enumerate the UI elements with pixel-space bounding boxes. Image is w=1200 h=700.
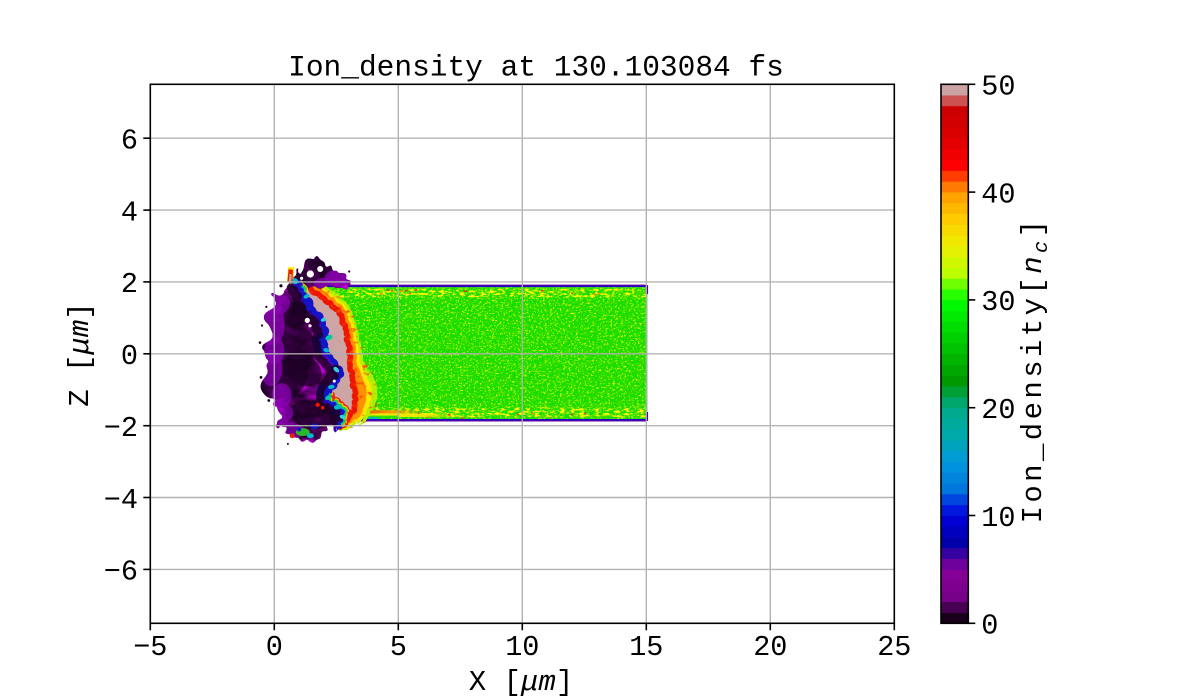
- svg-text:Ion_density at 130.103084 fs: Ion_density at 130.103084 fs: [288, 51, 784, 85]
- svg-text:0: 0: [266, 631, 283, 664]
- svg-text:−4: −4: [104, 484, 138, 517]
- svg-text:20: 20: [753, 631, 787, 664]
- svg-text:4: 4: [121, 196, 138, 229]
- svg-text:20: 20: [981, 394, 1015, 427]
- svg-text:25: 25: [877, 631, 911, 664]
- svg-text:30: 30: [981, 286, 1015, 319]
- svg-text:Ion_density[nc]: Ion_density[nc]: [1017, 217, 1054, 524]
- svg-text:6: 6: [121, 125, 138, 158]
- svg-text:Z [μm]: Z [μm]: [64, 302, 97, 406]
- svg-text:−5: −5: [133, 631, 167, 664]
- svg-text:2: 2: [121, 268, 138, 301]
- svg-text:40: 40: [981, 178, 1015, 211]
- svg-text:15: 15: [629, 631, 663, 664]
- svg-text:0: 0: [981, 610, 998, 643]
- svg-text:10: 10: [505, 631, 539, 664]
- svg-text:−2: −2: [104, 412, 138, 445]
- svg-text:10: 10: [981, 502, 1015, 535]
- svg-text:0: 0: [121, 340, 138, 373]
- svg-text:−6: −6: [104, 556, 138, 589]
- svg-text:5: 5: [390, 631, 407, 664]
- svg-text:50: 50: [981, 71, 1015, 104]
- svg-text:X [μm]: X [μm]: [469, 666, 573, 699]
